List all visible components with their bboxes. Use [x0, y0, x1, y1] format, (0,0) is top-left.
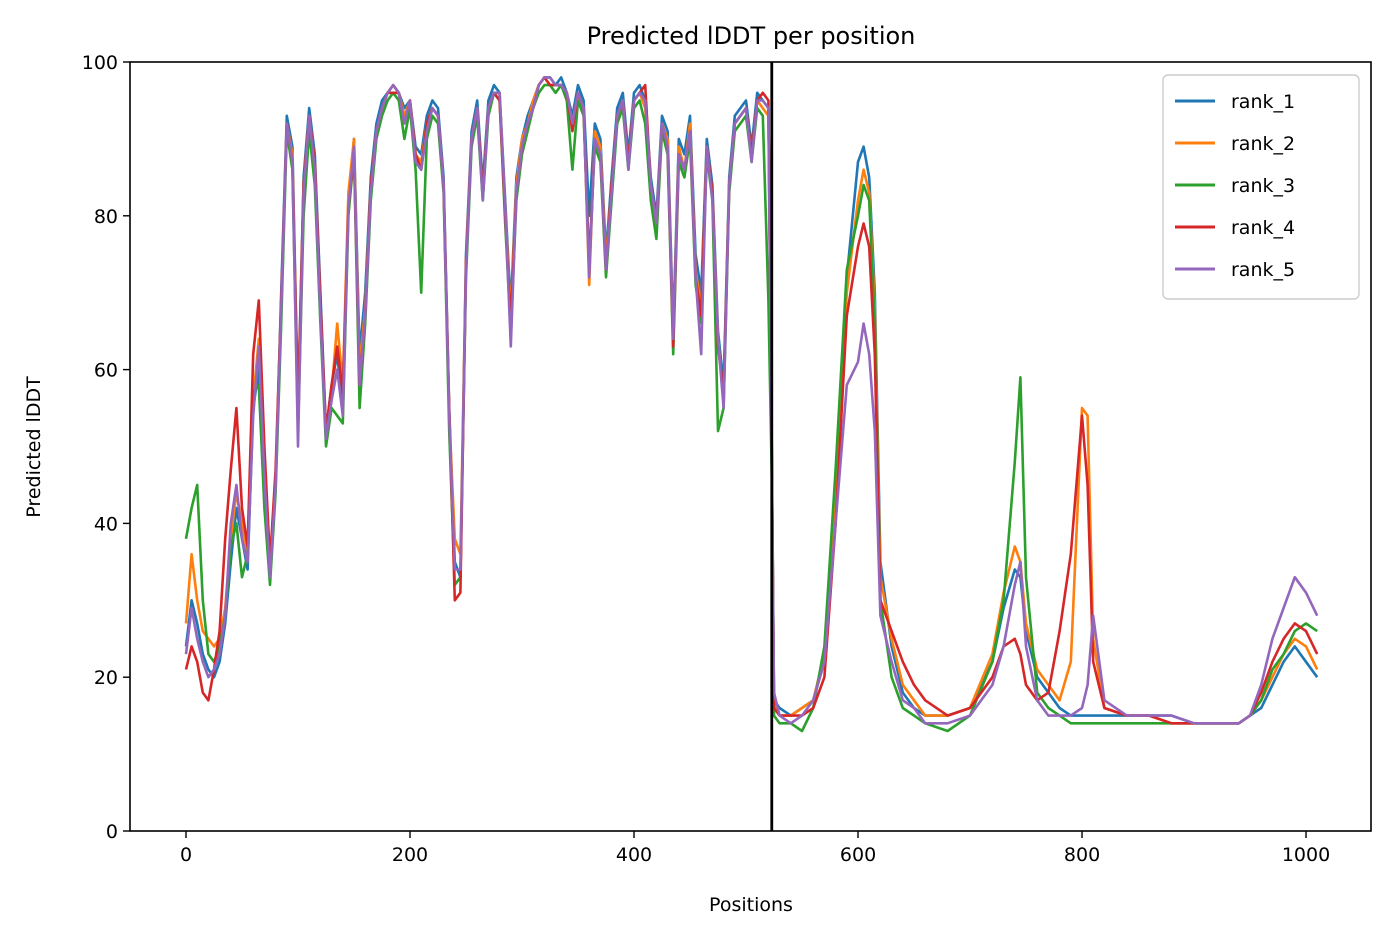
- legend-box: [1162, 74, 1360, 300]
- x-tick-label: 200: [392, 844, 428, 866]
- chart-title: Predicted lDDT per position: [587, 22, 916, 50]
- x-tick-label: 0: [180, 844, 192, 866]
- plot-frame: [129, 61, 1372, 832]
- series-layer: [184, 76, 1319, 733]
- legend-label-rank_1: rank_1: [1231, 91, 1295, 113]
- y-tick-label: 60: [94, 360, 118, 382]
- series-line-rank_5: [184, 76, 1319, 725]
- legend: rank_1 rank_2 rank_3 rank_4 rank_5: [1162, 74, 1360, 300]
- legend-label-rank_4: rank_4: [1231, 217, 1295, 239]
- y-tick-label: 80: [94, 206, 118, 228]
- y-axis-label: Predicted lDDT: [23, 376, 45, 518]
- x-tick-label: 800: [1064, 844, 1100, 866]
- plot-area: [129, 61, 1372, 832]
- y-tick-label: 40: [94, 513, 118, 535]
- x-axis-label: Positions: [709, 894, 793, 916]
- legend-label-rank_2: rank_2: [1231, 133, 1295, 155]
- legend-label-rank_5: rank_5: [1231, 259, 1295, 281]
- x-axis-ticks: 0 200 400 600 800 1000: [180, 831, 1330, 866]
- y-tick-label: 0: [106, 821, 118, 843]
- y-axis-ticks: 0 20 40 60 80 100: [82, 52, 130, 843]
- x-tick-label: 400: [616, 844, 652, 866]
- y-tick-label: 100: [82, 52, 118, 74]
- legend-label-rank_3: rank_3: [1231, 175, 1295, 197]
- x-tick-label: 1000: [1282, 844, 1330, 866]
- y-tick-label: 20: [94, 667, 118, 689]
- series-line-rank_3: [184, 83, 1318, 733]
- x-tick-label: 600: [840, 844, 876, 866]
